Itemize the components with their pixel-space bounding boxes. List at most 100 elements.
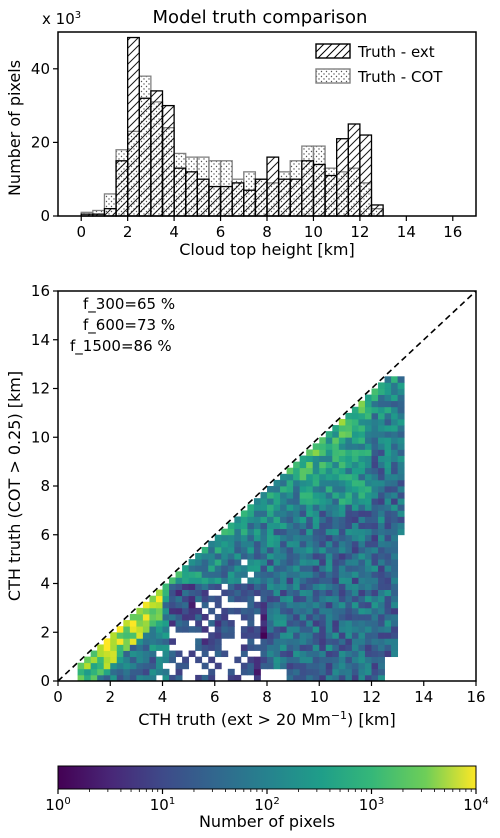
heatmap-cell	[286, 516, 294, 523]
heatmap-cell	[273, 492, 281, 499]
heatmap-cell	[116, 674, 124, 681]
heatmap-cell	[391, 559, 399, 566]
heatmap-cell	[312, 632, 320, 639]
heatmap-cell	[240, 516, 248, 523]
heatmap-cell	[364, 607, 372, 615]
heatmap-cell	[397, 449, 405, 456]
heatmap-cell	[240, 540, 248, 548]
heatmap-cell	[247, 522, 255, 530]
heatmap-cell	[149, 674, 157, 681]
heatmap-cell	[391, 638, 399, 645]
heatmap-cell	[201, 553, 209, 560]
heatmap-cell	[293, 662, 301, 670]
heatmap-cell	[260, 553, 268, 560]
heat-ytick-label-6: 12	[31, 380, 50, 398]
heatmap-cell	[312, 467, 320, 475]
heatmap-cell	[129, 613, 137, 621]
heatmap-cell	[378, 595, 385, 603]
heatmap-cell	[221, 571, 229, 578]
heatmap-cell	[136, 644, 144, 651]
heatmap-cell	[319, 601, 327, 609]
heatmap-cell	[273, 583, 281, 590]
heatmap-cell	[351, 656, 359, 664]
heatmap-cell	[286, 632, 294, 639]
heatmap-cell	[227, 674, 235, 681]
heatmap-cell	[247, 644, 255, 651]
heatmap-cell	[77, 674, 85, 681]
heatmap-cell	[84, 674, 92, 681]
heatmap-cell	[221, 559, 229, 566]
heatmap-cell	[358, 632, 366, 639]
heatmap-cell	[312, 674, 320, 681]
heatmap-cell	[384, 632, 392, 639]
heatmap-cell	[345, 589, 353, 597]
heatmap-cell	[345, 571, 353, 578]
heatmap-cell	[378, 522, 385, 530]
heatmap-cell	[384, 431, 392, 438]
heatmap-cell	[195, 577, 203, 584]
heatmap-cell	[378, 504, 385, 511]
heatmap-cell	[175, 626, 183, 633]
heatmap-cell	[142, 632, 150, 639]
heatmap-cell	[371, 644, 379, 651]
heatmap-cell	[332, 571, 340, 578]
heatmap-cell	[345, 540, 353, 548]
heatmap-cell	[103, 644, 111, 651]
heatmap-cell	[208, 565, 216, 572]
heatmap-cell	[195, 607, 203, 615]
heatmap-cell	[247, 565, 255, 572]
heatmap-cell	[234, 528, 242, 536]
heatmap-cell	[306, 620, 314, 627]
heatmap-cell	[325, 479, 333, 487]
heatmap-cell	[351, 601, 359, 609]
heatmap-cell	[129, 644, 137, 651]
heatmap-cell	[188, 650, 196, 658]
bar-ext-10	[196, 178, 210, 217]
heatmap-cell	[227, 626, 235, 633]
heatmap-cell	[378, 553, 385, 560]
heatmap-cell	[338, 492, 346, 499]
heatmap-cell	[149, 644, 157, 651]
heatmap-cell	[253, 674, 261, 681]
heatmap-cell	[240, 510, 248, 517]
heatmap-cell	[378, 559, 385, 566]
heatmap-cell	[325, 510, 333, 517]
heatmap-cell	[325, 504, 333, 511]
heatmap-cell	[214, 620, 222, 627]
heatmap-cell	[293, 613, 301, 621]
heatmap-cell	[325, 577, 333, 584]
heatmap-cell	[325, 522, 333, 530]
hist-xtick-label-2: 4	[169, 223, 179, 241]
heatmap-cell	[286, 601, 294, 609]
heatmap-cell	[364, 565, 372, 572]
heatmap-cell	[182, 607, 190, 615]
heatmap-cell	[97, 674, 105, 681]
heatmap-cell	[286, 553, 294, 560]
heatmap-cell	[247, 638, 255, 645]
heatmap-cell	[214, 583, 222, 590]
heatmap-cell	[332, 516, 340, 523]
heatmap-cell	[260, 613, 268, 621]
heatmap-cell	[338, 601, 346, 609]
heatmap-cell	[371, 516, 379, 523]
heatmap-cell	[162, 632, 170, 639]
heatmap-cell	[162, 583, 170, 590]
heatmap-cell	[306, 449, 314, 456]
heatmap-cell	[338, 638, 346, 645]
heatmap-cell	[195, 583, 203, 590]
heatmap-cell	[306, 540, 314, 548]
heatmap-cell	[358, 644, 366, 651]
heatmap-cell	[345, 418, 353, 426]
heatmap-cell	[299, 583, 307, 590]
heatmap-cell	[234, 589, 242, 597]
heatmap-cell	[273, 607, 281, 615]
heatmap-cell	[312, 546, 320, 554]
heatmap-cell	[319, 589, 327, 597]
heatmap-cell	[267, 632, 274, 639]
heatmap-cell	[384, 613, 392, 621]
heatmap-cell	[325, 449, 333, 456]
heatmap-cell	[345, 492, 353, 499]
heatmap-cell	[293, 510, 301, 517]
heatmap-cell	[397, 486, 405, 493]
